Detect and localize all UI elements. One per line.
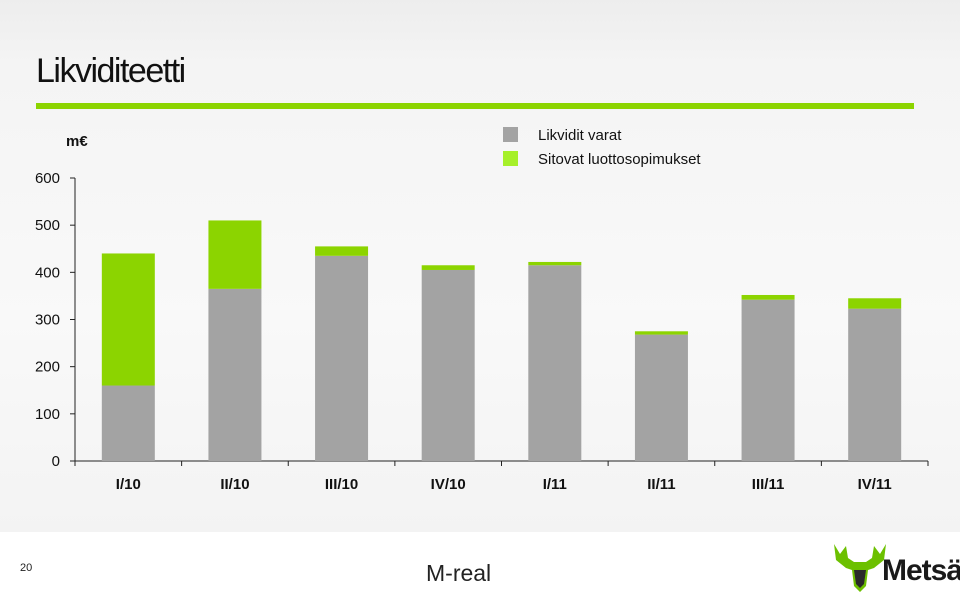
bar-committed-facilities [208,220,262,289]
x-tick-label: II/11 [647,476,675,493]
bar-liquid-assets [101,385,155,461]
bar-committed-facilities [421,265,475,270]
footer-brand: M-real [426,560,492,586]
x-tick-label: IV/11 [858,476,892,493]
page-title: Likviditeetti [36,52,186,90]
legend-swatch-liquid-assets [503,127,518,142]
page-number: 20 [20,562,33,574]
logo-text: Metsä [882,554,960,587]
slide-panel [0,0,960,532]
bar-liquid-assets [634,334,688,461]
bar-liquid-assets [315,255,369,461]
bar-liquid-assets [421,269,475,461]
x-tick-label: IV/10 [431,476,466,493]
x-tick-label: III/11 [752,476,785,493]
legend-swatch-committed-facilities [503,151,518,166]
chart-labels: 0 100 200 300 400 500 600 I/10 II/10 III/10 IV/10 I… [35,170,892,493]
bar-liquid-assets [208,288,262,461]
y-tick-label: 400 [35,264,60,281]
x-tick-label: III/10 [325,476,358,493]
metsa-logo: Metsä [832,540,960,594]
bar-liquid-assets [848,308,902,461]
bar-committed-facilities [101,253,155,386]
y-tick-label: 600 [35,170,60,187]
bar-committed-facilities [315,246,369,256]
y-tick-label: 500 [35,217,60,234]
chart-bars [101,220,902,461]
bar-liquid-assets [528,265,582,461]
bar-liquid-assets [741,299,795,461]
legend-label-committed-facilities: Sitovat luottosopimukset [538,151,701,168]
moose-icon [834,544,886,592]
bar-committed-facilities [848,298,902,309]
bar-committed-facilities [528,261,582,266]
legend-label-liquid-assets: Likvidit varat [538,127,622,144]
y-tick-label: 0 [52,453,60,470]
bar-committed-facilities [634,331,688,335]
x-tick-label: I/10 [116,476,141,493]
legend: Likvidit varat Sitovat luottosopimukset [503,127,701,168]
y-tick-label: 300 [35,312,60,329]
x-tick-label: II/10 [220,476,249,493]
y-unit-label: m€ [66,133,88,150]
chart-axes [70,177,929,466]
y-tick-label: 200 [35,359,60,376]
bar-committed-facilities [741,294,795,300]
stacked-bar-chart: 0 100 200 300 400 500 600 I/10 II/10 III/10 IV/10 I… [35,127,929,493]
title-rule [36,103,914,109]
x-tick-label: I/11 [543,476,567,493]
y-tick-label: 100 [35,406,60,423]
